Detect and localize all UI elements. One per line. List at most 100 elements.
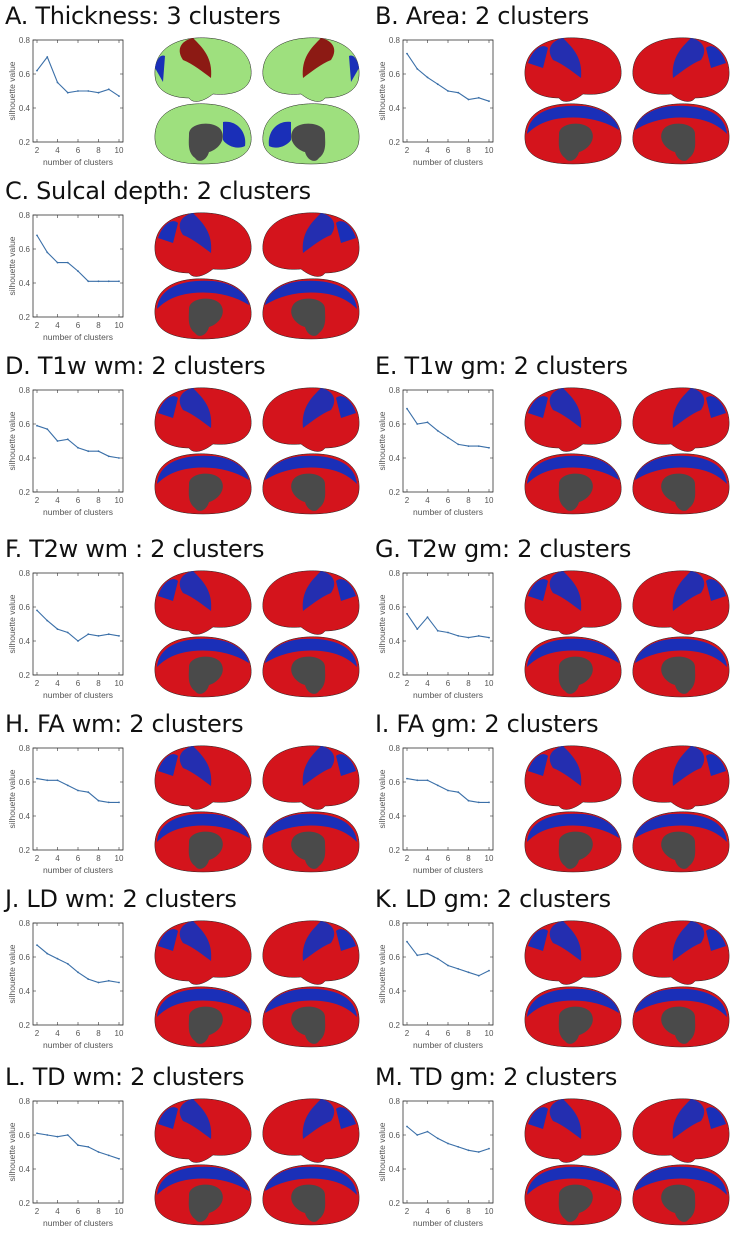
y-tick-label: 0.8: [389, 569, 401, 578]
y-axis-label: silhouette value: [7, 769, 17, 828]
y-tick-label: 0.2: [389, 1021, 401, 1030]
data-point: [46, 1134, 49, 1136]
x-tick-label: 2: [35, 1207, 40, 1216]
x-tick-label: 10: [485, 854, 494, 863]
brain-lateral-view: [262, 212, 360, 277]
brain-cluster-maps: [524, 570, 730, 698]
x-tick-label: 2: [405, 146, 410, 155]
data-point: [118, 95, 120, 97]
y-tick-label: 0.6: [19, 778, 31, 787]
y-axis-label: silhouette value: [377, 769, 387, 828]
data-point: [488, 100, 490, 103]
y-tick-label: 0.4: [19, 454, 31, 463]
y-tick-label: 0.8: [19, 36, 31, 45]
x-tick-label: 4: [55, 1207, 60, 1216]
panel-title: D. T1w wm: 2 clusters: [5, 352, 266, 380]
y-axis-label: silhouette value: [377, 411, 387, 470]
brain-medial-view: [262, 986, 360, 1048]
x-tick-label: 8: [466, 679, 471, 688]
data-point: [107, 88, 110, 91]
y-axis-label: silhouette value: [7, 411, 17, 470]
x-tick-label: 10: [115, 146, 124, 155]
y-tick-label: 0.8: [19, 1097, 31, 1106]
brain-medial-view: [524, 636, 622, 698]
data-point: [66, 91, 69, 94]
data-point: [426, 421, 429, 424]
y-tick-label: 0.8: [389, 1097, 401, 1106]
brain-lateral-view: [262, 1098, 360, 1163]
subcortical-mask: [291, 656, 326, 694]
brain-medial-view: [154, 636, 252, 698]
panel-f: F. T2w wm : 2 clusters 0.2 0.4 0.6 0.8 2 4 6 8 1…: [5, 535, 374, 707]
data-point: [467, 98, 470, 101]
x-tick-label: 10: [485, 1207, 494, 1216]
y-tick-label: 0.8: [19, 919, 31, 928]
x-axis-label: number of clusters: [43, 1040, 113, 1050]
x-tick-label: 6: [76, 1207, 81, 1216]
data-point: [416, 68, 419, 70]
brain-lateral-view: [524, 920, 622, 985]
data-point: [97, 450, 100, 453]
brain-cluster-maps: [154, 37, 360, 165]
data-point: [436, 629, 439, 632]
data-point: [36, 69, 38, 72]
brain-cluster-maps: [154, 745, 360, 873]
data-point: [426, 616, 429, 619]
brain-lateral-view: [524, 570, 622, 635]
y-tick-label: 0.4: [389, 987, 401, 996]
subcortical-mask: [558, 831, 593, 869]
y-tick-label: 0.2: [19, 488, 31, 497]
data-point: [87, 633, 90, 636]
x-axis-label: number of clusters: [413, 157, 483, 167]
brain-lateral-view: [632, 920, 730, 985]
panel-d: D. T1w wm: 2 clusters 0.2 0.4 0.6 0.8 2 4 6 8 10…: [5, 352, 374, 524]
subcortical-mask: [558, 473, 593, 511]
y-axis-label: silhouette value: [7, 594, 17, 653]
subcortical-mask: [291, 298, 326, 336]
subcortical-mask: [661, 656, 696, 694]
brain-lateral-view: [632, 745, 730, 810]
x-tick-label: 6: [76, 321, 81, 330]
y-tick-label: 0.6: [19, 245, 31, 254]
x-tick-label: 4: [55, 1029, 60, 1038]
x-tick-label: 2: [35, 146, 40, 155]
y-tick-label: 0.8: [19, 386, 31, 395]
x-tick-label: 8: [466, 1207, 471, 1216]
data-point: [56, 81, 59, 84]
data-point: [66, 962, 69, 965]
y-tick-label: 0.4: [19, 279, 31, 288]
x-axis-label: number of clusters: [43, 507, 113, 517]
brain-cluster-maps: [524, 37, 730, 165]
y-tick-label: 0.2: [19, 671, 31, 680]
data-point: [118, 1157, 120, 1160]
subcortical-mask: [188, 298, 223, 336]
data-point: [56, 779, 59, 782]
data-point: [436, 784, 439, 787]
brain-cluster-maps: [154, 570, 360, 698]
x-tick-label: 6: [76, 854, 81, 863]
subcortical-mask: [558, 1006, 593, 1044]
brain-lateral-view: [154, 570, 252, 635]
y-axis-label: silhouette value: [377, 1122, 387, 1181]
x-tick-label: 4: [425, 854, 430, 863]
data-point: [477, 1151, 480, 1153]
data-point: [46, 952, 49, 955]
plot-frame: [32, 1100, 124, 1204]
x-tick-label: 10: [485, 496, 494, 505]
data-point: [447, 1142, 449, 1145]
data-point: [77, 270, 79, 272]
x-tick-label: 4: [55, 679, 60, 688]
x-tick-label: 4: [425, 1207, 430, 1216]
x-axis-label: number of clusters: [413, 1218, 483, 1228]
brain-lateral-view: [154, 37, 252, 102]
data-point: [457, 1146, 460, 1148]
data-point: [477, 445, 480, 447]
brain-lateral-view: [154, 1098, 252, 1163]
subcortical-mask: [188, 831, 223, 869]
x-tick-label: 8: [96, 854, 101, 863]
